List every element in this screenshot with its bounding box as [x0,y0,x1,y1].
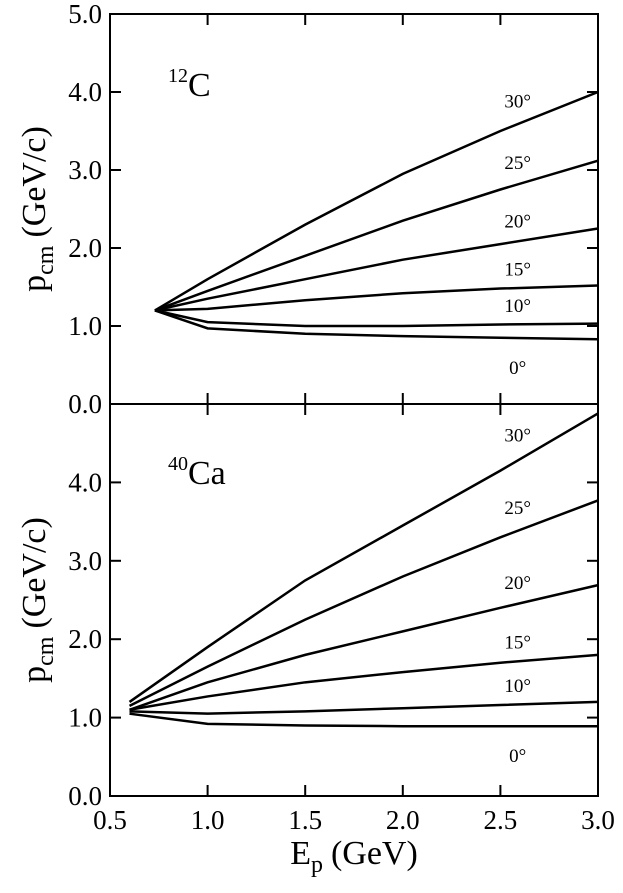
x-label-unit: (GeV) [331,835,418,872]
y-tick-label: 1.0 [68,703,102,733]
panel-annotation: 12C [168,65,211,104]
series-label: 30° [504,425,531,446]
y-tick-label: 0.0 [68,781,102,811]
x-tick-label: 0.5 [93,805,127,835]
y-tick-label: 4.0 [68,467,102,497]
y-tick-label: 0.0 [68,389,102,419]
x-label-sub: p [311,852,323,878]
y-tick-label: 4.0 [68,77,102,107]
series-line [154,227,599,312]
series-label: 10° [504,296,531,317]
annotation-text: C [188,67,211,104]
y-tick-label: 1.0 [68,311,102,341]
series-line [154,309,599,328]
y-tick-label: 3.0 [68,546,102,576]
series-label: 25° [504,498,531,519]
x-tick-label: 1.5 [288,805,322,835]
y-tick-label: 3.0 [68,155,102,185]
series-label: 25° [504,153,531,174]
y-axis-label: pcm (GeV/c) [16,126,59,292]
series-line [154,90,599,312]
series-line [129,712,598,728]
series-label: 15° [504,632,531,653]
series-line [129,583,599,711]
y-label-sub: cm [33,245,59,275]
y-tick-label: 2.0 [68,233,102,263]
series-label: 20° [504,211,531,232]
series-line [154,284,599,312]
y-label-main: p [16,666,53,683]
x-tick-label: 2.5 [484,805,518,835]
series-line [129,653,599,711]
series-label: 20° [504,573,531,594]
series-label: 15° [504,260,531,281]
y-tick-label: 5.0 [68,0,102,29]
series-line [154,309,599,341]
series-line [129,700,599,715]
series-label: 0° [509,746,526,767]
x-tick-label: 3.0 [581,805,615,835]
plot-frame [109,403,599,797]
y-tick-label: 2.0 [68,624,102,654]
y-label-unit: (GeV/c) [16,126,53,237]
y-axis-label: pcm (GeV/c) [16,517,59,683]
x-tick-label: 1.0 [191,805,225,835]
series-line [154,159,599,312]
series-label: 30° [504,91,531,112]
y-label-unit: (GeV/c) [16,517,53,628]
x-tick-label: 2.0 [386,805,420,835]
annotation-text: Ca [188,455,226,492]
series-line [128,499,599,707]
x-axis-label: Ep (GeV) [290,835,418,878]
annotation-sup: 40 [168,453,188,475]
panel-annotation: 40Ca [168,453,226,492]
series-label: 10° [504,676,531,697]
annotation-sup: 12 [168,65,188,87]
series-line [128,412,599,703]
x-label-main: E [290,835,311,872]
series-label: 0° [509,358,526,379]
y-label-main: p [16,275,53,292]
y-label-sub: cm [33,636,59,666]
